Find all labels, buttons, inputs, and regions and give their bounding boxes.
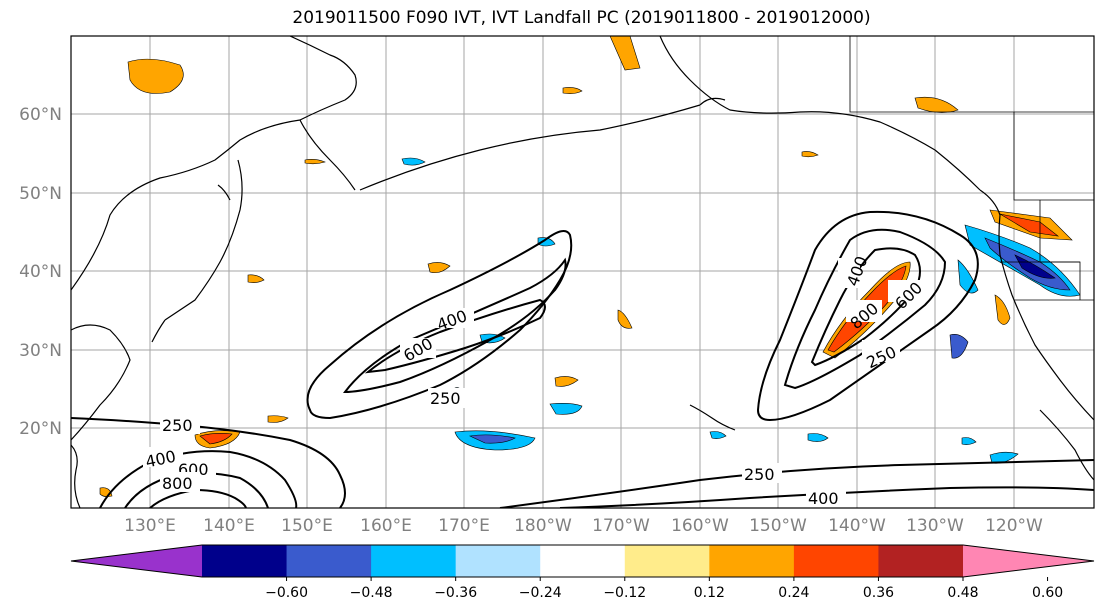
colorbar-tick-label: 0.36 xyxy=(863,585,894,601)
lon-axis: 130°E 140°E 150°E 160°E 170°E 180°W 170°… xyxy=(124,516,1043,536)
lon-label: 150°E xyxy=(281,516,333,536)
lat-label: 50°N xyxy=(19,184,62,204)
colorbar-swatch xyxy=(709,545,795,577)
plot-title: 2019011500 F090 IVT, IVT Landfall PC (20… xyxy=(292,8,871,28)
colorbar-outline xyxy=(70,544,1095,578)
colorbar-extend-max xyxy=(963,545,1094,577)
lon-label: 160°W xyxy=(671,516,729,536)
colorbar-tick-label: 0.60 xyxy=(1032,585,1063,601)
colorbar-tick-label: −0.36 xyxy=(434,585,477,601)
colorbar-swatch xyxy=(540,545,626,577)
lon-label: 170°E xyxy=(438,516,490,536)
colorbar-swatch xyxy=(624,545,710,577)
colorbar-swatch xyxy=(455,545,541,577)
lon-label: 120°W xyxy=(985,516,1043,536)
colorbar-tick-label: −0.48 xyxy=(350,585,393,601)
colorbar-tick-label: 0.24 xyxy=(778,585,809,601)
coastlines xyxy=(71,36,1094,508)
colorbar-swatch xyxy=(286,545,372,577)
contour-label-s-250a: 250 xyxy=(162,416,193,435)
colorbar-ticks: −0.60 −0.48 −0.36 −0.24 −0.12 0.12 0.24 0.36 0.4… xyxy=(265,577,1063,601)
lat-label: 60°N xyxy=(19,105,62,125)
colorbar-tick-label: 0.48 xyxy=(947,585,978,601)
lon-label: 130°W xyxy=(906,516,964,536)
contour-label-s-400b: 400 xyxy=(808,489,839,508)
colorbar-tick-label: 0.12 xyxy=(694,585,725,601)
contour-label-s-800: 800 xyxy=(162,474,193,493)
map-frame xyxy=(70,35,1095,509)
lon-label: 130°E xyxy=(124,516,176,536)
lat-axis: 60°N 50°N 40°N 30°N 20°N xyxy=(19,105,62,439)
map-panel xyxy=(71,36,1094,508)
contour-label-w-250: 250 xyxy=(430,389,461,408)
gridlines xyxy=(71,36,1094,508)
lat-label: 30°N xyxy=(19,341,62,361)
colorbar-tick-label: −0.60 xyxy=(265,585,308,601)
colorbar-tick-label: −0.24 xyxy=(519,585,562,601)
lat-label: 40°N xyxy=(19,262,62,282)
colorbar-tick-label: −0.12 xyxy=(603,585,646,601)
lon-label: 180°W xyxy=(514,516,572,536)
colorbar-swatch xyxy=(371,545,457,577)
colorbar-swatch xyxy=(202,545,288,577)
colorbar xyxy=(70,544,1095,578)
colorbar-swatch xyxy=(793,545,879,577)
lon-label: 170°W xyxy=(592,516,650,536)
lon-label: 160°E xyxy=(360,516,412,536)
lon-label: 140°W xyxy=(828,516,886,536)
colorbar-swatch xyxy=(878,545,964,577)
contour-label-s-250b: 250 xyxy=(744,465,775,484)
lon-label: 150°W xyxy=(749,516,807,536)
lat-label: 20°N xyxy=(19,419,62,439)
lon-label: 140°E xyxy=(203,516,255,536)
borders xyxy=(849,36,1094,301)
colorbar-extend-min xyxy=(71,545,202,577)
